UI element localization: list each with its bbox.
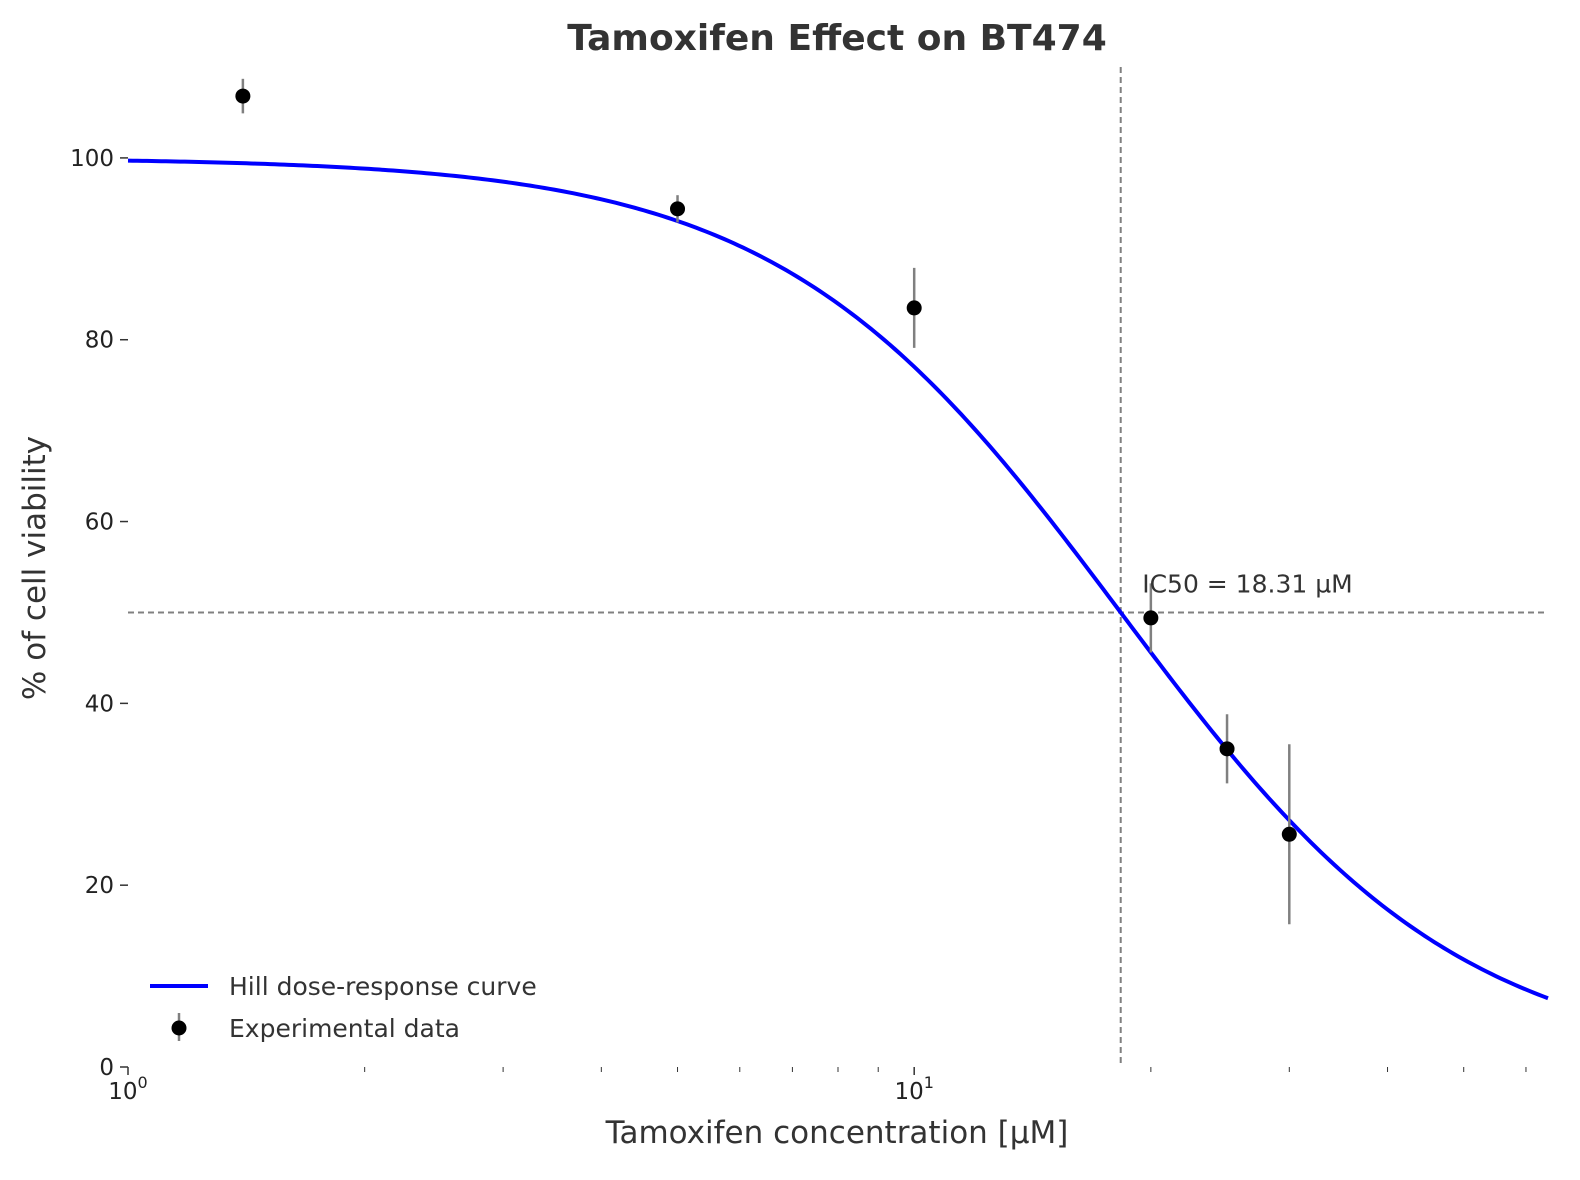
hill-curve-line	[127, 158, 1549, 1001]
legend-label-curve: Hill dose-response curve	[229, 972, 537, 1001]
y-axis-label: % of cell viability	[17, 436, 53, 700]
y-tick-label: 100	[70, 146, 114, 172]
legend-label-data: Experimental data	[229, 1014, 460, 1043]
x-tick-label: 100	[108, 1073, 147, 1105]
x-axis-label: Tamoxifen concentration [µM]	[605, 1115, 1069, 1151]
y-tick-label: 20	[85, 873, 114, 899]
legend: Hill dose-response curve Experimental da…	[150, 972, 537, 1043]
ic50-annotation: IC50 = 18.31 µM	[1142, 569, 1352, 598]
y-tick-label: 80	[85, 328, 114, 354]
data-point	[906, 300, 922, 316]
curve-layer	[127, 158, 1549, 1001]
chart-title: Tamoxifen Effect on BT474	[567, 18, 1107, 59]
legend-marker-swatch	[171, 1020, 187, 1036]
data-point	[1219, 741, 1235, 757]
axes: 0 20 40 60 80 100 100 101	[70, 146, 1527, 1105]
y-tick-label: 60	[85, 510, 114, 536]
data-point	[235, 88, 251, 104]
data-point	[1281, 826, 1297, 842]
data-point	[670, 201, 686, 217]
y-tick-label: 40	[85, 691, 114, 717]
data-point	[1143, 610, 1159, 626]
data-points-layer	[235, 78, 1297, 925]
x-tick-label: 101	[894, 1073, 933, 1105]
y-tick-label: 0	[99, 1055, 114, 1081]
reference-lines	[128, 67, 1548, 1067]
